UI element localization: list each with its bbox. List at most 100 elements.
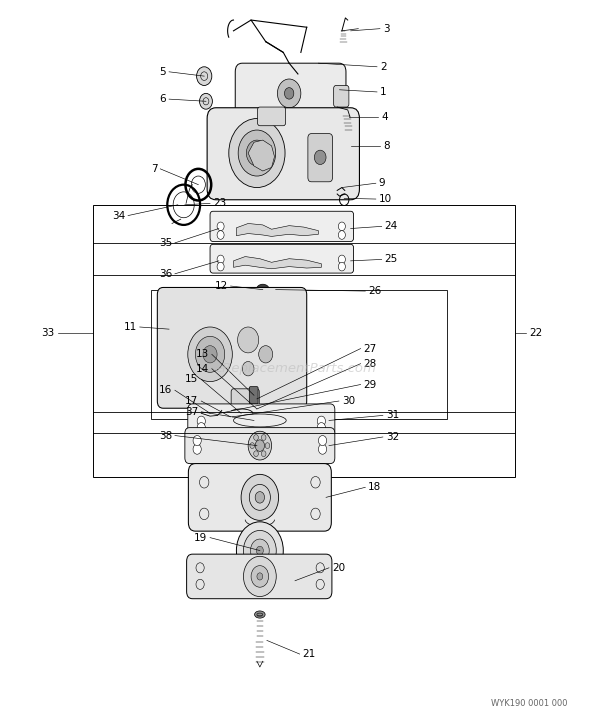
Circle shape xyxy=(338,255,345,264)
Text: 32: 32 xyxy=(386,432,399,442)
Text: 15: 15 xyxy=(185,375,198,385)
Circle shape xyxy=(256,547,263,555)
FancyBboxPatch shape xyxy=(188,463,332,531)
Circle shape xyxy=(244,556,276,596)
FancyBboxPatch shape xyxy=(158,288,307,408)
Text: 5: 5 xyxy=(159,67,166,77)
Text: 7: 7 xyxy=(150,164,158,174)
Circle shape xyxy=(319,435,327,445)
Circle shape xyxy=(251,539,269,562)
Polygon shape xyxy=(234,257,322,269)
Polygon shape xyxy=(248,140,274,171)
Circle shape xyxy=(255,492,264,503)
Circle shape xyxy=(217,255,224,264)
FancyBboxPatch shape xyxy=(207,108,359,200)
Text: 26: 26 xyxy=(368,286,382,296)
Circle shape xyxy=(254,523,266,538)
Circle shape xyxy=(277,79,301,108)
Text: 18: 18 xyxy=(368,482,382,492)
Text: 38: 38 xyxy=(159,430,172,440)
FancyBboxPatch shape xyxy=(257,107,286,126)
Ellipse shape xyxy=(256,284,269,295)
Circle shape xyxy=(251,565,268,587)
Circle shape xyxy=(261,451,266,456)
Circle shape xyxy=(338,262,345,271)
Circle shape xyxy=(193,435,201,445)
Text: 27: 27 xyxy=(363,343,377,354)
Circle shape xyxy=(314,150,326,165)
Circle shape xyxy=(217,262,224,271)
Text: 4: 4 xyxy=(381,112,388,122)
Text: 35: 35 xyxy=(159,238,172,248)
Text: 19: 19 xyxy=(194,533,207,543)
FancyBboxPatch shape xyxy=(186,554,332,599)
Circle shape xyxy=(196,67,212,85)
Text: 31: 31 xyxy=(386,411,399,420)
Circle shape xyxy=(284,87,294,99)
Circle shape xyxy=(261,435,266,440)
Circle shape xyxy=(229,119,285,187)
Circle shape xyxy=(237,522,283,579)
Text: 37: 37 xyxy=(185,407,198,417)
Text: 14: 14 xyxy=(196,364,209,374)
Ellipse shape xyxy=(253,406,261,413)
Polygon shape xyxy=(225,410,235,424)
Circle shape xyxy=(317,416,326,426)
Circle shape xyxy=(217,222,224,231)
Circle shape xyxy=(195,336,225,372)
Text: 13: 13 xyxy=(196,349,209,359)
FancyBboxPatch shape xyxy=(210,211,353,241)
FancyBboxPatch shape xyxy=(210,244,353,273)
Circle shape xyxy=(265,442,270,448)
Text: 29: 29 xyxy=(363,380,377,390)
Text: 22: 22 xyxy=(529,328,543,338)
Text: 2: 2 xyxy=(380,61,386,72)
Circle shape xyxy=(338,222,345,231)
Circle shape xyxy=(238,327,258,353)
Polygon shape xyxy=(237,223,319,236)
Text: 8: 8 xyxy=(383,141,389,151)
Circle shape xyxy=(244,531,276,570)
FancyBboxPatch shape xyxy=(235,63,346,122)
Text: WYK190 0001 000: WYK190 0001 000 xyxy=(491,699,568,708)
Text: 24: 24 xyxy=(385,221,398,231)
Text: 11: 11 xyxy=(123,322,137,332)
Circle shape xyxy=(258,346,273,363)
Text: 9: 9 xyxy=(379,179,385,188)
Text: 33: 33 xyxy=(41,328,55,338)
Text: 23: 23 xyxy=(213,198,226,208)
Circle shape xyxy=(188,327,232,382)
Circle shape xyxy=(254,451,258,456)
Circle shape xyxy=(255,440,264,451)
Circle shape xyxy=(250,442,254,448)
Text: 34: 34 xyxy=(112,210,125,221)
Text: 17: 17 xyxy=(185,396,198,406)
Text: 20: 20 xyxy=(332,562,345,573)
Circle shape xyxy=(248,431,271,460)
Text: 3: 3 xyxy=(383,24,389,34)
Circle shape xyxy=(193,444,201,454)
Circle shape xyxy=(238,130,276,176)
Text: 36: 36 xyxy=(159,269,172,279)
Circle shape xyxy=(203,346,217,363)
FancyBboxPatch shape xyxy=(308,134,333,181)
FancyBboxPatch shape xyxy=(231,389,259,408)
Circle shape xyxy=(257,573,263,580)
Text: 28: 28 xyxy=(363,359,377,369)
Circle shape xyxy=(199,93,212,109)
Circle shape xyxy=(254,435,258,440)
Circle shape xyxy=(242,362,254,376)
Text: 16: 16 xyxy=(159,385,172,395)
Circle shape xyxy=(338,231,345,239)
Text: 10: 10 xyxy=(379,194,392,204)
Text: 12: 12 xyxy=(214,281,228,291)
Circle shape xyxy=(197,423,205,432)
Circle shape xyxy=(247,140,267,166)
Circle shape xyxy=(319,444,327,454)
Text: 6: 6 xyxy=(159,94,166,104)
Ellipse shape xyxy=(254,611,265,618)
Circle shape xyxy=(217,231,224,239)
Text: 30: 30 xyxy=(342,396,355,406)
Text: 21: 21 xyxy=(303,649,316,659)
FancyBboxPatch shape xyxy=(250,387,258,404)
